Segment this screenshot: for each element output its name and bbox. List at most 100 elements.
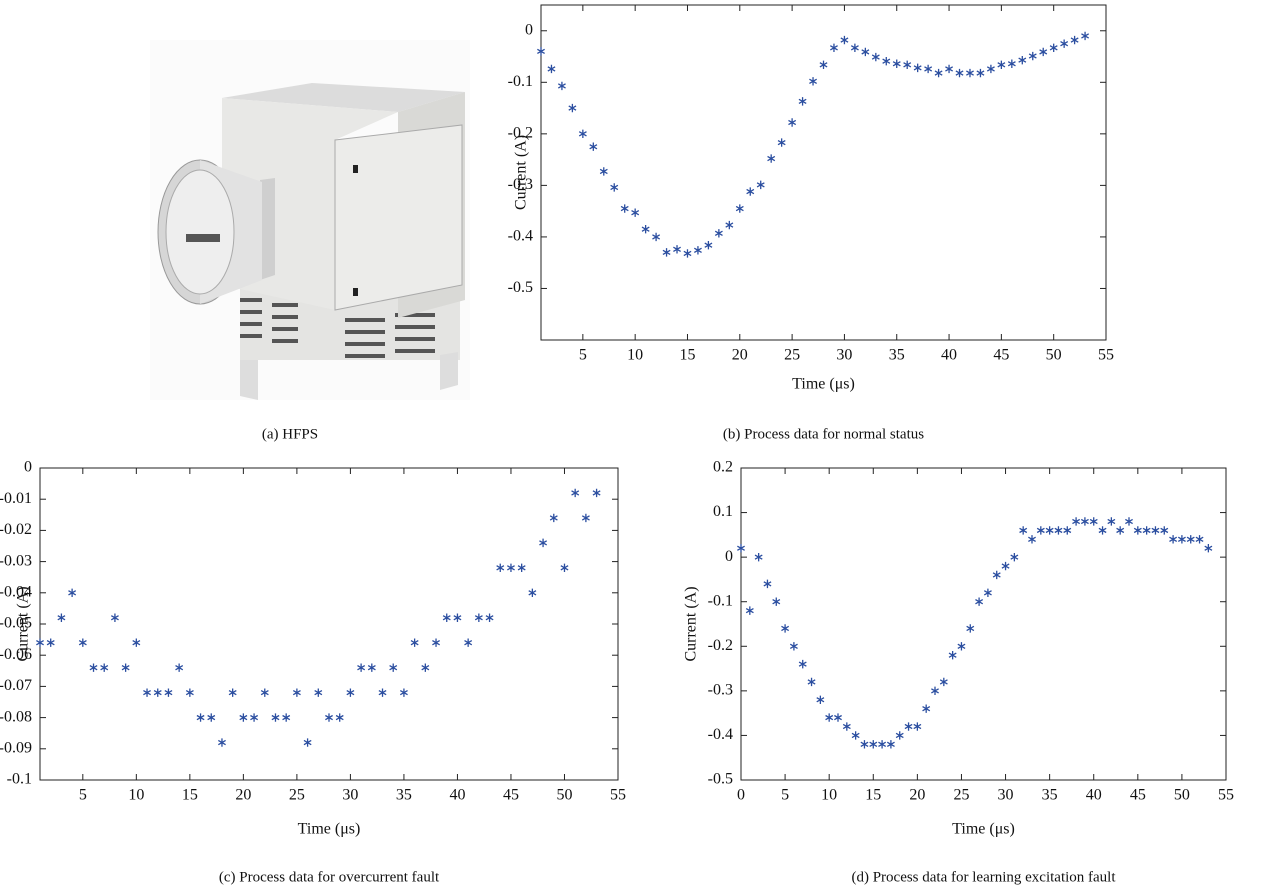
marker [260,688,269,697]
marker [1169,535,1178,544]
marker [683,249,692,258]
x-tick-label: 55 [1098,347,1114,364]
y-tick-label: -0.04 [0,583,32,600]
marker [218,738,226,747]
marker [549,513,558,523]
marker [772,597,781,606]
marker [777,138,786,147]
marker [325,713,333,722]
marker [528,588,537,597]
marker [1054,526,1063,535]
marker [871,52,880,62]
x-tick-label: 55 [1218,787,1234,804]
marker [100,663,109,672]
marker [78,638,87,647]
x-tick-label: 45 [503,787,519,804]
marker [571,488,580,498]
marker [367,663,376,672]
marker [121,663,130,672]
marker [756,180,765,190]
marker [714,229,723,238]
marker [292,688,301,697]
marker [610,183,619,192]
marker [282,713,291,722]
marker [945,64,954,74]
x-tick-label: 35 [1042,787,1058,804]
marker [239,713,248,722]
marker [886,740,895,749]
x-tick-label: 40 [449,787,465,804]
marker [1142,526,1151,535]
marker [175,663,184,672]
shaft [186,234,220,242]
caption: (b) Process data for normal status [723,426,924,442]
marker [931,686,939,696]
hinge [353,288,358,296]
plot-frame [540,4,1107,341]
y-tick-label: -0.5 [708,771,733,788]
marker [581,513,590,523]
y-tick-label: -0.01 [0,490,32,507]
marker [1089,517,1098,526]
marker [662,248,671,257]
foot [240,360,258,400]
marker [464,638,473,647]
marker [1007,59,1016,68]
marker [966,68,974,78]
y-tick-label: -0.4 [508,228,533,245]
x-tick-label: 15 [182,787,198,804]
top [222,83,465,112]
marker [89,663,98,672]
y-tick-label: -0.5 [508,279,533,296]
marker [1125,517,1133,526]
x-tick-label: 25 [784,347,800,364]
marker [913,722,922,731]
marker [819,60,828,69]
marker [882,56,891,66]
marker [589,142,598,151]
marker [36,638,44,647]
y-tick-label: -0.3 [708,682,733,699]
marker [357,663,366,672]
marker [834,713,842,722]
marker [432,638,440,647]
x-tick-label: 55 [610,787,626,804]
marker [271,713,280,722]
marker [314,688,323,697]
marker [620,204,629,213]
marker [1010,552,1019,562]
marker [1060,39,1069,48]
marker [725,220,734,230]
marker [754,552,763,562]
y-tick-label: -0.05 [0,615,32,632]
marker [1107,517,1116,526]
x-tick-label: 10 [128,787,144,804]
x-tick-label: 40 [1086,787,1102,804]
marker [1116,526,1125,535]
marker [1028,51,1037,61]
y-axis-label: Current (A) [15,586,32,661]
caption: (c) Process data for overcurrent fault [219,869,440,885]
marker [903,60,912,69]
flange [260,178,275,280]
y-tick-label: 0 [525,21,533,38]
marker [1151,526,1160,535]
marker [869,740,878,749]
marker [1177,535,1186,544]
marker [421,663,430,672]
x-tick-label: 5 [579,347,587,364]
marker [895,731,904,740]
marker [798,659,807,669]
x-tick-label: 30 [998,787,1014,804]
marker [1098,526,1107,535]
marker [250,713,259,722]
marker [560,563,569,573]
marker [631,208,640,217]
marker [599,167,608,176]
x-tick-label: 20 [732,347,748,364]
marker [904,722,913,731]
marker [485,613,494,622]
marker [1070,35,1079,45]
x-tick-label: 15 [679,347,695,364]
